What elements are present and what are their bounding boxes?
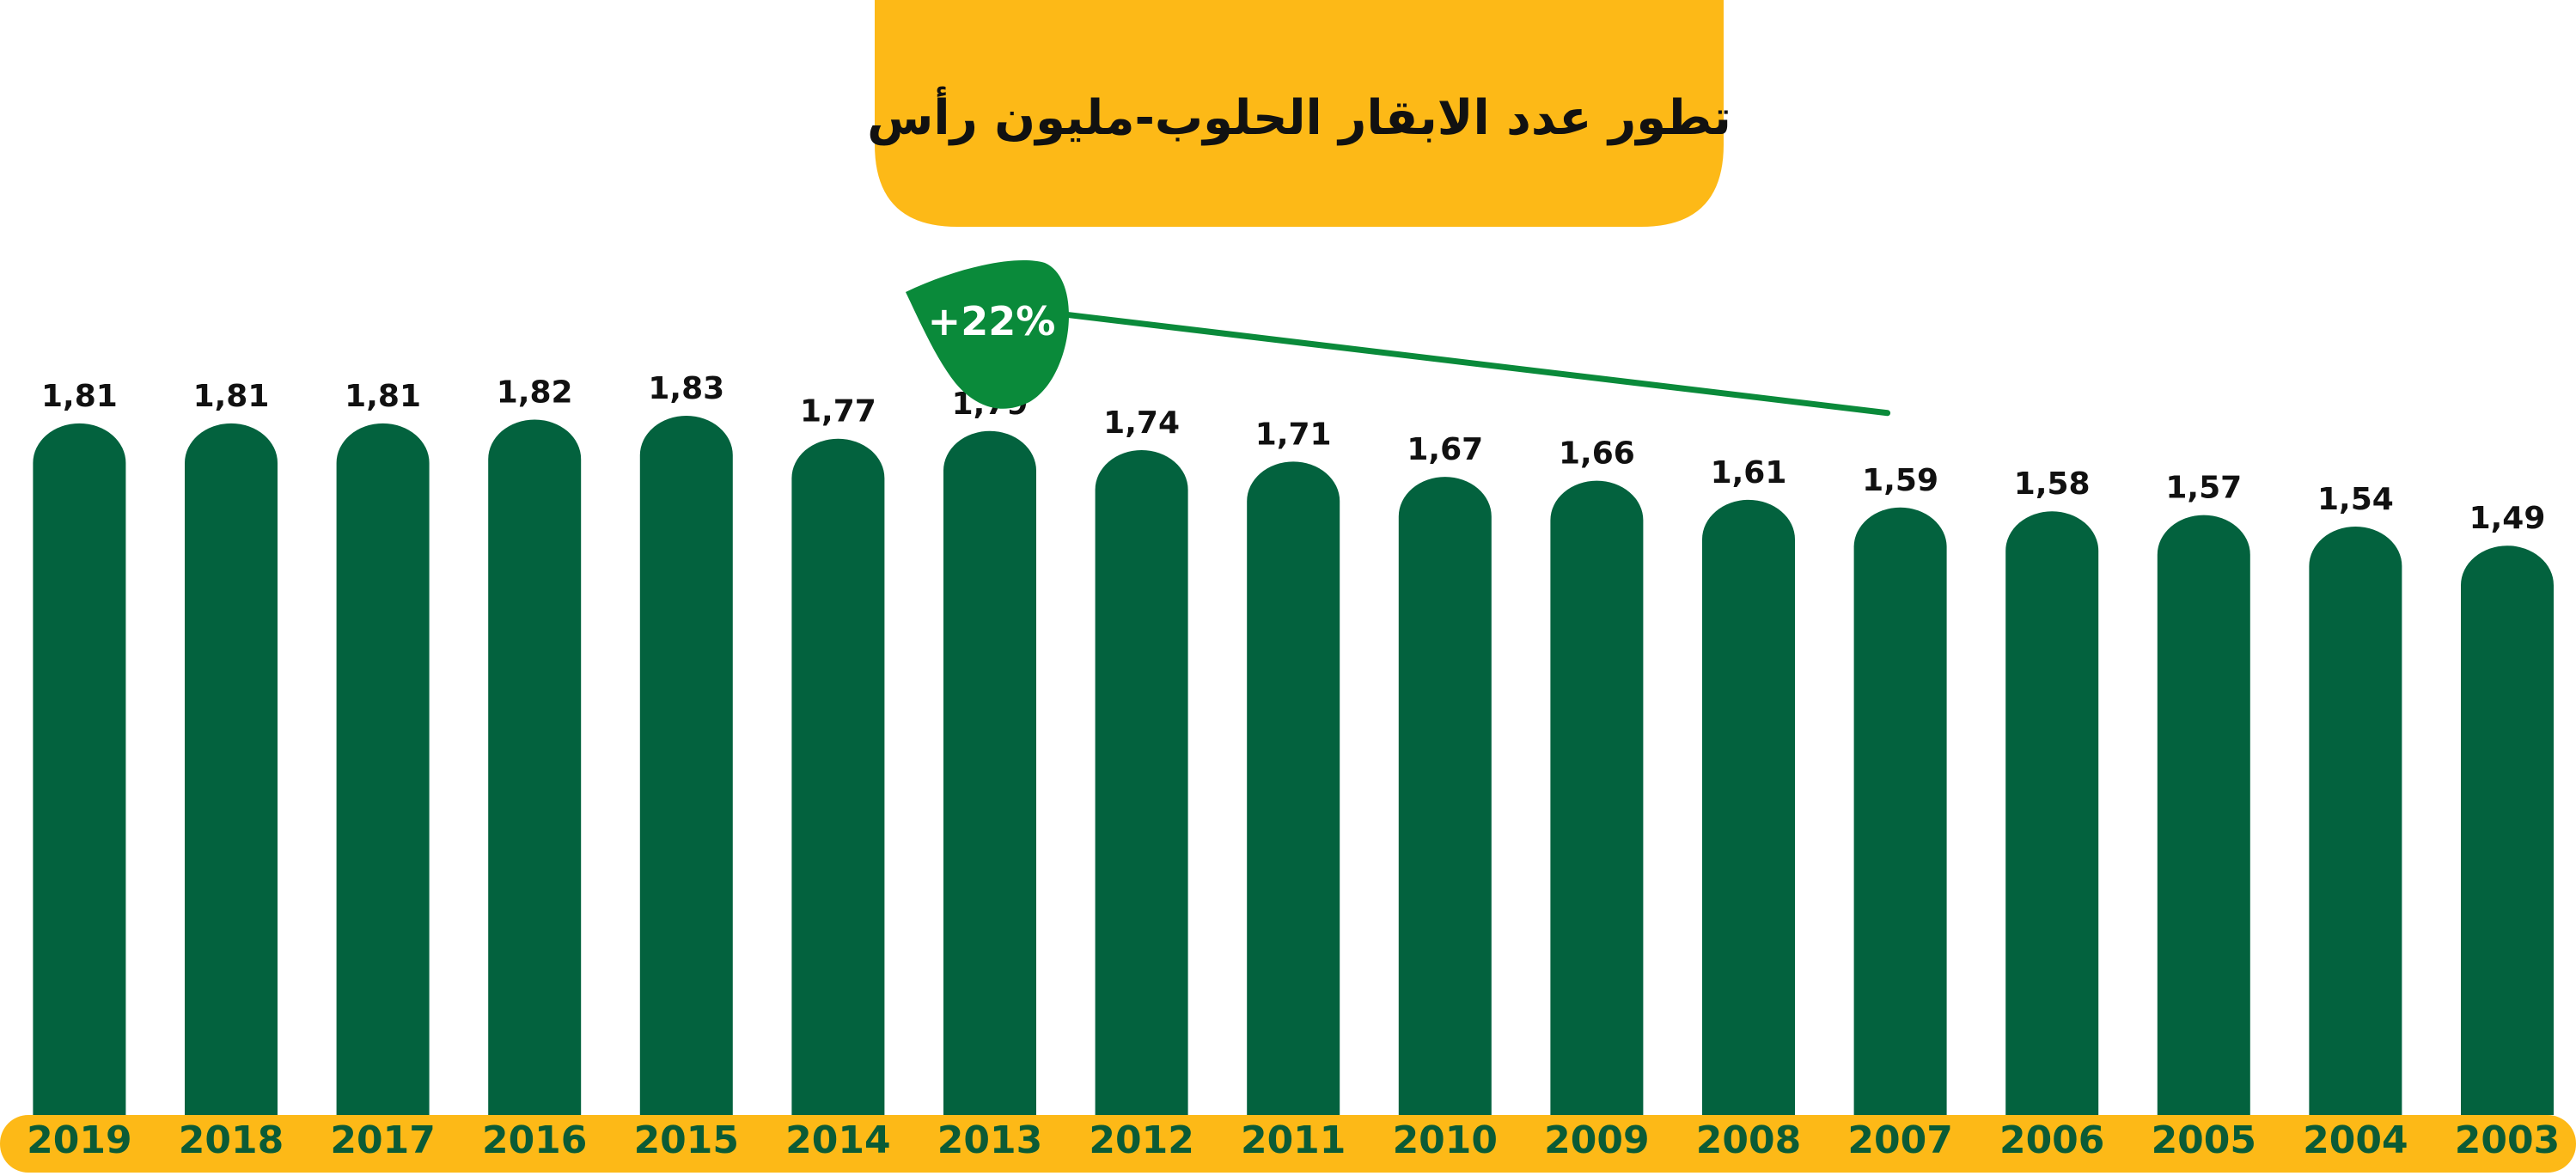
value-label-2009: 1,66: [1559, 436, 1635, 472]
x-tick-2016: 2016: [482, 1118, 587, 1162]
value-label-2019: 1,81: [41, 379, 118, 414]
value-label-2014: 1,77: [800, 394, 876, 430]
x-tick-2019: 2019: [27, 1118, 131, 1162]
x-tick-2007: 2007: [1847, 1118, 1952, 1162]
bar-2017: [336, 423, 430, 1115]
bar-2003: [2461, 545, 2554, 1115]
x-tick-2014: 2014: [785, 1118, 890, 1162]
value-labels-layer: 1,49 1,54 1,57 1,58 1,59 1,61 1,66 1,67 1,71 1,74…: [41, 371, 2545, 536]
x-tick-2009: 2009: [1544, 1118, 1649, 1162]
bar-2005: [2157, 515, 2250, 1115]
value-label-2008: 1,61: [1711, 455, 1787, 491]
axis-band-background: [0, 1115, 2576, 1173]
x-tick-2010: 2010: [1393, 1118, 1498, 1162]
bar-2016: [488, 419, 582, 1115]
x-tick-2005: 2005: [2152, 1118, 2256, 1162]
bar-2009: [1550, 480, 1644, 1115]
value-label-2010: 1,67: [1407, 432, 1483, 467]
bar-2019: [33, 423, 126, 1115]
value-label-2005: 1,57: [2165, 471, 2242, 506]
bar-2018: [185, 423, 278, 1115]
x-tick-2003: 2003: [2455, 1118, 2560, 1162]
bar-2013: [943, 430, 1036, 1115]
trend-line: [1059, 311, 1891, 417]
value-label-2007: 1,59: [1862, 463, 1938, 498]
x-tick-2015: 2015: [634, 1118, 739, 1162]
x-tick-2013: 2013: [937, 1118, 1042, 1162]
bar-2006: [2005, 511, 2099, 1115]
x-tick-2011: 2011: [1241, 1118, 1346, 1162]
value-label-2003: 1,49: [2469, 501, 2546, 536]
value-label-2018: 1,81: [193, 379, 270, 414]
x-tick-2017: 2017: [330, 1118, 435, 1162]
bar-2008: [1702, 499, 1795, 1115]
title-background: [875, 0, 1724, 227]
bar-2015: [639, 416, 733, 1115]
bar-2007: [1853, 507, 1947, 1115]
x-tick-2012: 2012: [1089, 1118, 1193, 1162]
value-label-2006: 1,58: [2014, 466, 2091, 502]
value-label-2011: 1,71: [1255, 417, 1332, 452]
value-label-2016: 1,82: [497, 375, 573, 410]
growth-badge-label: +22%: [928, 298, 1056, 344]
bar-2011: [1247, 461, 1340, 1115]
x-tick-2018: 2018: [179, 1118, 284, 1162]
x-tick-2004: 2004: [2303, 1118, 2408, 1162]
bars-layer: [33, 416, 2554, 1115]
trend-annotation: +22%: [906, 260, 1891, 417]
bar-2004: [2309, 526, 2402, 1115]
bar-2012: [1095, 450, 1188, 1115]
chart-title: تطور عدد الابقار الحلوب-مليون رأس: [867, 86, 1731, 146]
axis-band: 2003 2004 2005 2006 2007 2008 2009 2010 2011 2012…: [0, 1115, 2576, 1173]
growth-badge: [906, 260, 1069, 409]
bar-2014: [791, 438, 885, 1115]
title-box: تطور عدد الابقار الحلوب-مليون رأس: [867, 0, 1731, 227]
value-label-2017: 1,81: [345, 379, 421, 414]
x-tick-2006: 2006: [1999, 1118, 2104, 1162]
x-tick-2008: 2008: [1696, 1118, 1801, 1162]
value-label-2015: 1,83: [648, 371, 724, 406]
bar-2010: [1398, 477, 1492, 1115]
value-label-2004: 1,54: [2317, 482, 2394, 517]
value-label-2012: 1,74: [1103, 405, 1180, 441]
